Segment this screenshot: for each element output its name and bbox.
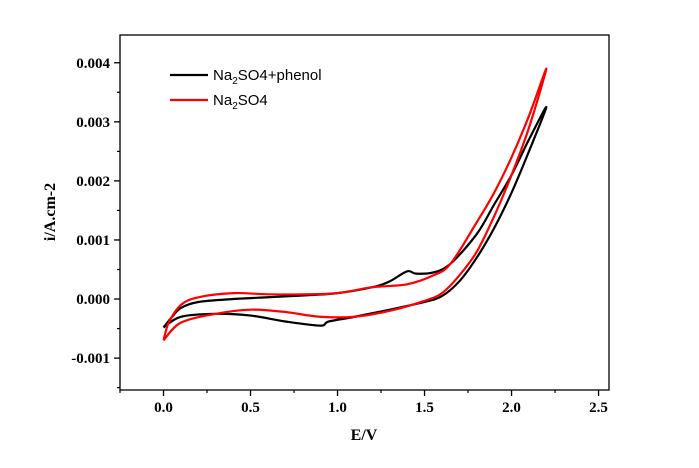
x-axis-label: E/V (351, 427, 378, 444)
series-group (162, 67, 548, 342)
y-tick-label: 0.003 (76, 115, 110, 131)
series-line-na2so4 (162, 67, 548, 342)
y-axis-ticks: -0.001 0.000 0.001 0.002 0.003 0.004 (71, 56, 120, 389)
plot-frame (119, 34, 610, 391)
x-tick-label: 0.5 (241, 400, 260, 416)
legend: Na2SO4+phenol Na2SO4 (170, 67, 322, 112)
x-tick-label: 1.0 (328, 400, 347, 416)
y-axis-label: i/A.cm-2 (42, 183, 59, 241)
legend-label: Na2SO4 (213, 92, 268, 112)
x-tick-label: 0.0 (154, 400, 173, 416)
x-tick-label: 2.0 (502, 400, 521, 416)
y-tick-label: -0.001 (71, 351, 110, 367)
x-tick-label: 2.5 (589, 400, 608, 416)
series-line-na2so4-phenol (162, 105, 548, 329)
y-tick-label: 0.000 (76, 292, 110, 308)
legend-label: Na2SO4+phenol (213, 67, 322, 87)
y-tick-label: 0.004 (76, 56, 110, 72)
y-tick-label: 0.001 (76, 233, 110, 249)
x-tick-label: 1.5 (415, 400, 434, 416)
x-axis-ticks: 0.0 0.5 1.0 1.5 2.0 2.5 (119, 390, 608, 416)
y-tick-label: 0.002 (76, 174, 110, 190)
